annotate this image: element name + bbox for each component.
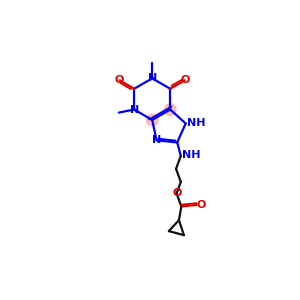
Circle shape <box>146 114 158 126</box>
Text: O: O <box>180 75 190 85</box>
Text: O: O <box>173 188 182 198</box>
Text: NH: NH <box>182 150 201 160</box>
Text: O: O <box>197 200 206 210</box>
Text: N: N <box>148 73 157 83</box>
Circle shape <box>164 104 176 115</box>
Text: O: O <box>115 75 124 85</box>
Text: NH: NH <box>187 118 206 128</box>
Text: N: N <box>152 135 161 145</box>
Text: N: N <box>130 104 139 115</box>
